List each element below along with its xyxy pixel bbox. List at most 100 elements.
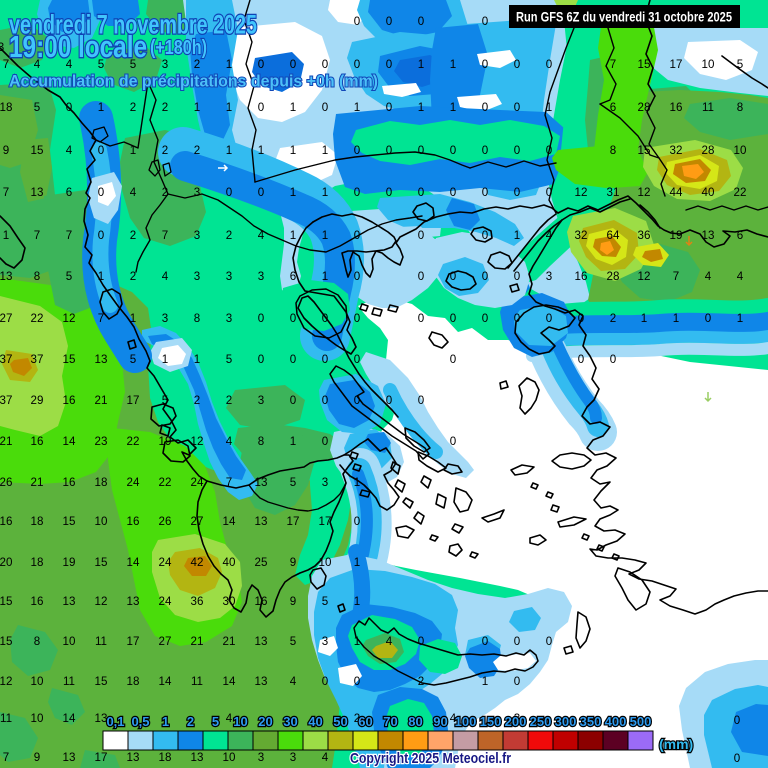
svg-text:5: 5	[130, 353, 136, 366]
svg-text:1: 1	[98, 101, 104, 114]
svg-text:4: 4	[66, 144, 73, 157]
svg-text:0: 0	[386, 394, 392, 407]
svg-text:0: 0	[322, 312, 328, 325]
svg-text:15: 15	[638, 58, 651, 71]
svg-text:13: 13	[191, 751, 204, 764]
svg-text:1: 1	[354, 476, 360, 489]
svg-text:(+180h): (+180h)	[150, 37, 207, 59]
svg-text:0: 0	[322, 435, 328, 448]
svg-text:0: 0	[322, 353, 328, 366]
svg-text:24: 24	[127, 476, 140, 489]
svg-text:0: 0	[482, 635, 488, 648]
svg-text:0: 0	[386, 58, 392, 71]
svg-text:1: 1	[98, 270, 104, 283]
svg-text:0: 0	[418, 186, 424, 199]
svg-text:21: 21	[0, 435, 12, 448]
svg-text:1: 1	[546, 101, 552, 114]
svg-text:20: 20	[0, 556, 12, 569]
svg-text:0: 0	[418, 15, 424, 28]
svg-text:0: 0	[450, 186, 456, 199]
svg-text:5: 5	[98, 58, 104, 71]
svg-text:0: 0	[258, 186, 264, 199]
svg-text:18: 18	[127, 675, 140, 688]
svg-text:42: 42	[191, 556, 204, 569]
svg-text:22: 22	[127, 435, 140, 448]
svg-text:0: 0	[514, 58, 520, 71]
svg-text:1: 1	[194, 101, 200, 114]
svg-text:16: 16	[31, 435, 44, 448]
svg-text:32: 32	[575, 229, 588, 242]
svg-text:3: 3	[290, 751, 296, 764]
svg-text:17: 17	[319, 515, 332, 528]
svg-text:1: 1	[354, 556, 360, 569]
svg-text:3: 3	[546, 270, 552, 283]
svg-text:5: 5	[290, 476, 296, 489]
svg-text:1: 1	[194, 353, 200, 366]
svg-text:37: 37	[0, 353, 12, 366]
svg-text:4: 4	[737, 270, 744, 283]
svg-text:2: 2	[130, 270, 136, 283]
svg-text:0: 0	[354, 353, 360, 366]
svg-text:0: 0	[514, 635, 520, 648]
svg-text:0: 0	[386, 15, 392, 28]
svg-text:1: 1	[130, 312, 136, 325]
svg-text:4: 4	[705, 270, 712, 283]
svg-text:Run GFS 6Z du vendredi 31 octo: Run GFS 6Z du vendredi 31 octobre 2025	[516, 9, 732, 25]
svg-text:1: 1	[290, 101, 296, 114]
svg-text:0: 0	[578, 353, 584, 366]
svg-text:4: 4	[322, 751, 329, 764]
svg-text:0: 0	[514, 270, 520, 283]
svg-text:80: 80	[408, 714, 422, 729]
svg-text:vendredi 7 novembre 2025: vendredi 7 novembre 2025	[9, 10, 257, 40]
svg-text:18: 18	[31, 556, 44, 569]
svg-text:1: 1	[290, 229, 296, 242]
svg-text:15: 15	[95, 675, 108, 688]
svg-text:2: 2	[226, 229, 232, 242]
svg-text:13: 13	[255, 515, 268, 528]
svg-text:15: 15	[63, 515, 76, 528]
svg-text:3: 3	[162, 58, 168, 71]
svg-text:27: 27	[191, 515, 204, 528]
svg-text:90: 90	[433, 714, 447, 729]
svg-text:0: 0	[546, 144, 552, 157]
svg-text:6: 6	[290, 270, 296, 283]
svg-text:16: 16	[63, 394, 76, 407]
svg-text:4: 4	[66, 58, 73, 71]
svg-text:22: 22	[31, 312, 44, 325]
svg-text:6: 6	[610, 101, 616, 114]
svg-text:7: 7	[3, 186, 9, 199]
svg-text:50: 50	[333, 714, 347, 729]
svg-text:13: 13	[127, 751, 140, 764]
svg-text:22: 22	[734, 186, 747, 199]
svg-text:5: 5	[322, 595, 328, 608]
svg-text:1: 1	[162, 714, 169, 729]
svg-text:0: 0	[354, 186, 360, 199]
svg-text:200: 200	[505, 714, 527, 729]
svg-text:500: 500	[630, 714, 652, 729]
svg-text:5: 5	[737, 58, 743, 71]
svg-text:1: 1	[354, 101, 360, 114]
svg-text:0: 0	[354, 515, 360, 528]
svg-text:18: 18	[95, 476, 108, 489]
svg-text:15: 15	[638, 144, 651, 157]
svg-text:0: 0	[514, 101, 520, 114]
svg-text:1: 1	[258, 144, 264, 157]
svg-text:17: 17	[127, 394, 140, 407]
svg-text:0: 0	[482, 15, 488, 28]
svg-text:26: 26	[0, 476, 12, 489]
svg-text:0: 0	[450, 435, 456, 448]
svg-text:36: 36	[191, 595, 204, 608]
svg-text:1: 1	[418, 58, 424, 71]
svg-text:16: 16	[63, 476, 76, 489]
svg-text:5: 5	[162, 394, 168, 407]
svg-text:2: 2	[194, 394, 200, 407]
svg-text:13: 13	[31, 186, 44, 199]
svg-text:3: 3	[194, 229, 200, 242]
svg-text:1: 1	[322, 186, 328, 199]
svg-text:28: 28	[638, 101, 651, 114]
svg-text:2: 2	[162, 186, 168, 199]
svg-text:10: 10	[31, 712, 44, 725]
svg-text:0: 0	[258, 101, 264, 114]
svg-text:40: 40	[223, 556, 236, 569]
svg-text:9: 9	[3, 144, 9, 157]
